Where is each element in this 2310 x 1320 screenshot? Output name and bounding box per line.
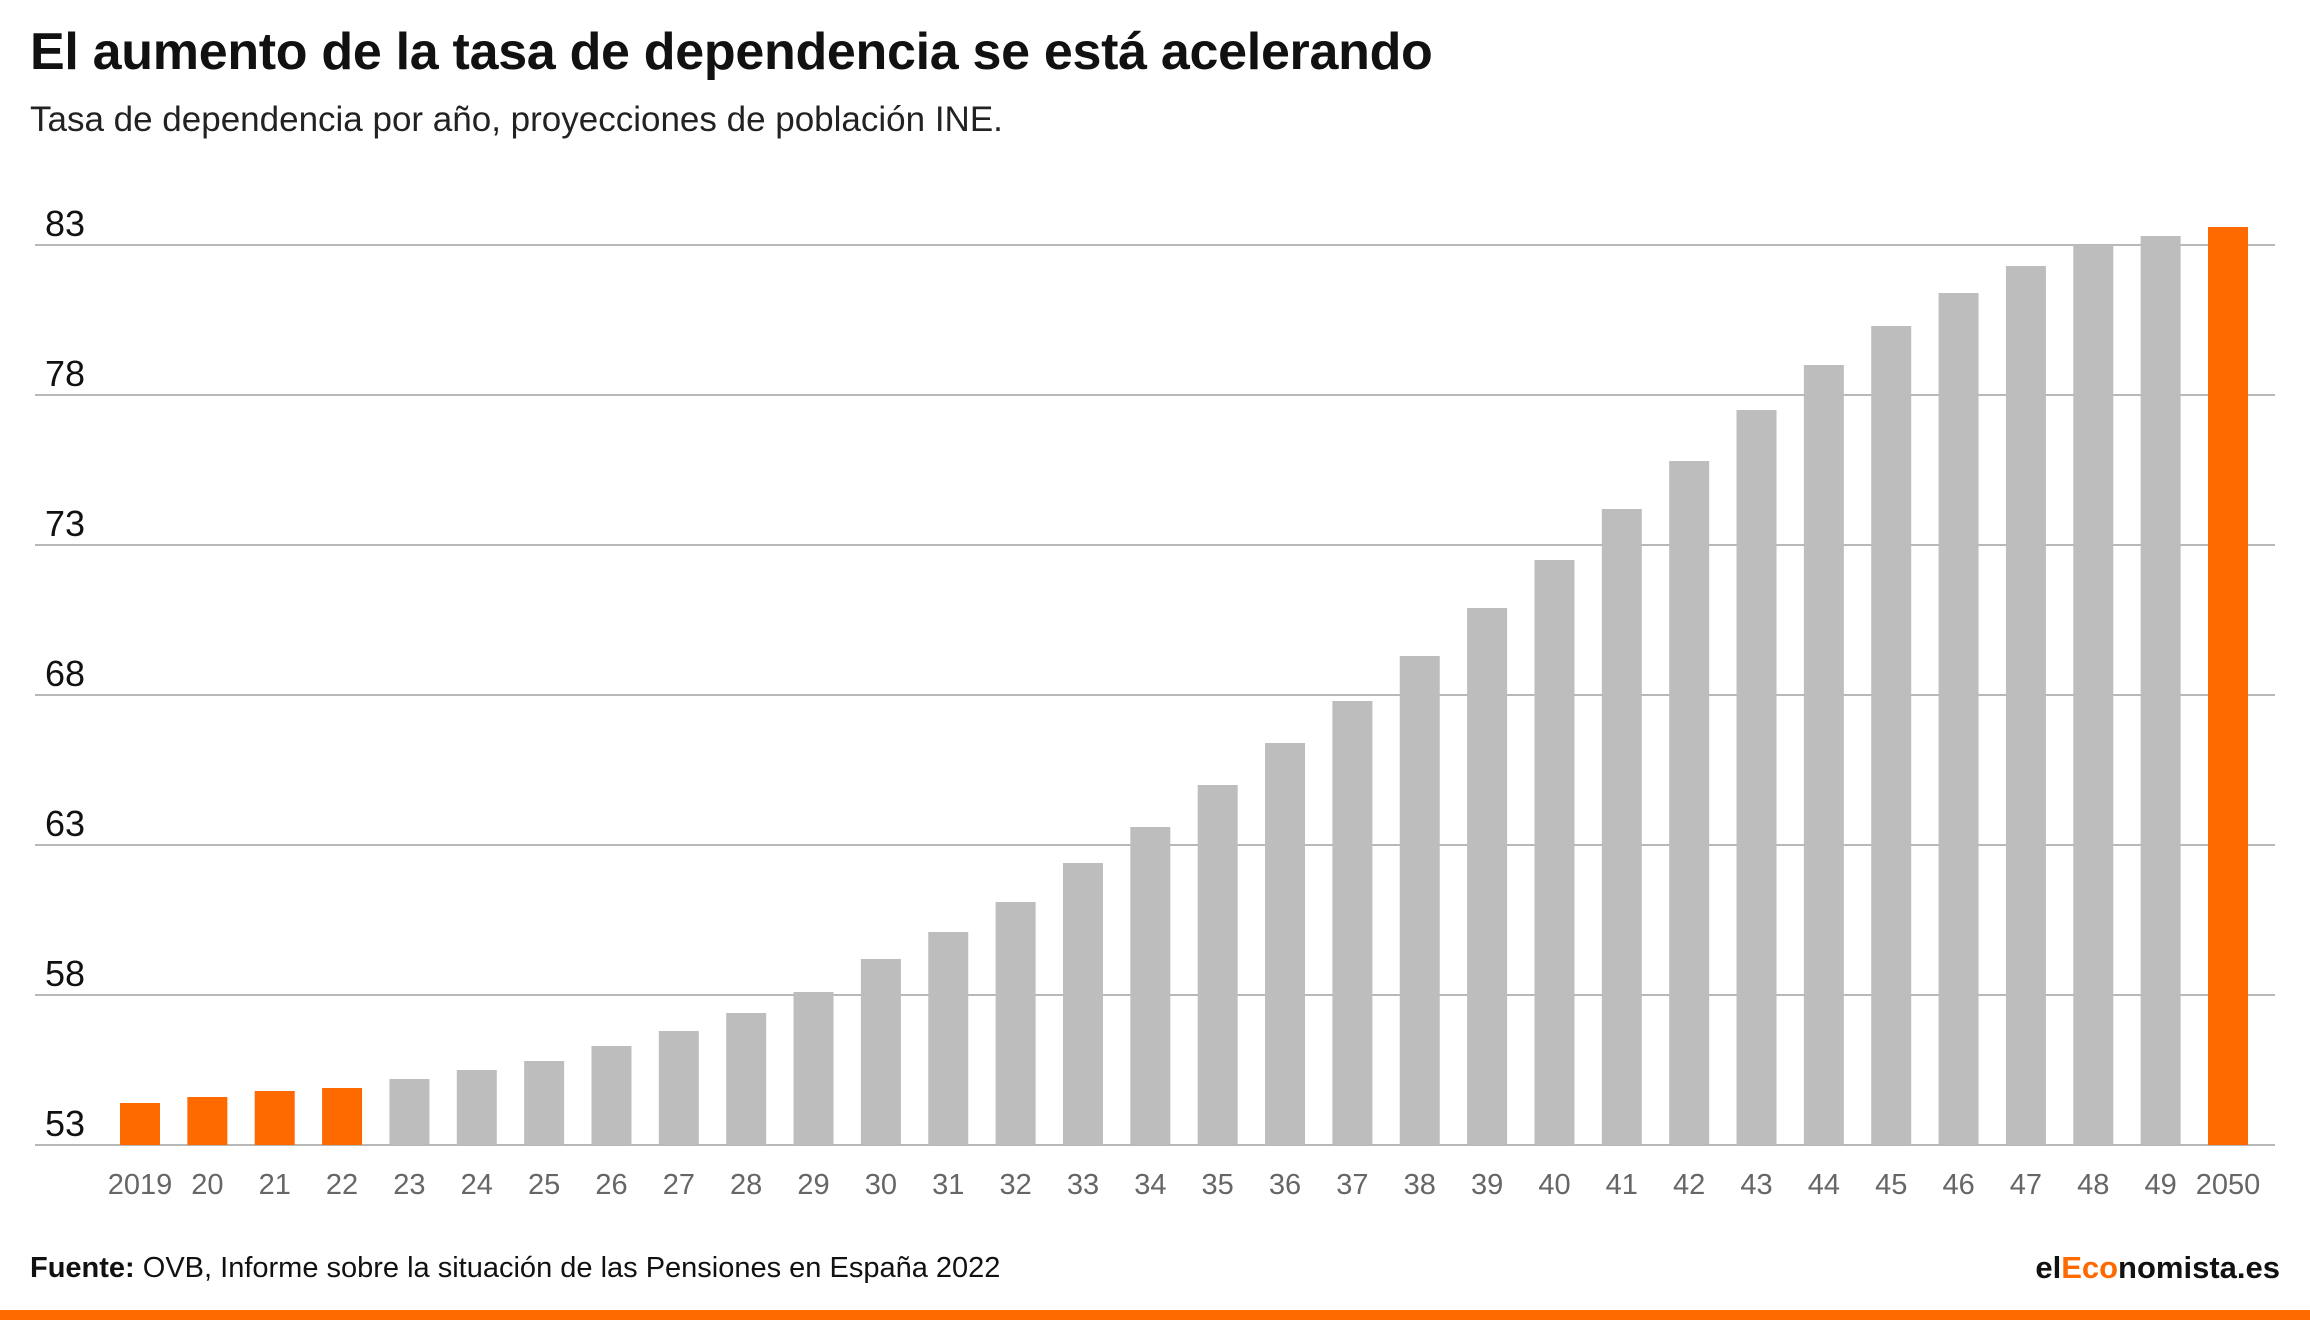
x-tick-label: 47: [2010, 1169, 2042, 1201]
y-tick-label: 63: [45, 803, 85, 844]
chart-subtitle: Tasa de dependencia por año, proyeccione…: [30, 100, 1003, 139]
x-tick-label: 29: [797, 1169, 829, 1201]
bar-33: [1062, 863, 1103, 1145]
bar-22: [322, 1088, 363, 1145]
bar-38: [1399, 656, 1440, 1145]
bar-36: [1265, 743, 1306, 1145]
bottom-accent-bar: [0, 1310, 2310, 1320]
x-tick-label: 35: [1202, 1169, 1234, 1201]
bar-23: [389, 1079, 430, 1145]
y-tick-label: 58: [45, 953, 85, 994]
x-tick-label: 34: [1134, 1169, 1166, 1201]
source-label: Fuente:: [30, 1252, 135, 1284]
bar-35: [1197, 785, 1238, 1145]
bar-28: [726, 1013, 767, 1145]
bar-20: [187, 1097, 228, 1145]
bar-30: [860, 959, 901, 1145]
x-tick-label: 27: [663, 1169, 695, 1201]
bar-49: [2140, 236, 2181, 1145]
x-tick-label: 2050: [2196, 1169, 2261, 1201]
x-tick-label: 36: [1269, 1169, 1301, 1201]
bar-43: [1736, 410, 1777, 1145]
y-tick-label: 53: [45, 1103, 85, 1144]
x-tick-label: 38: [1404, 1169, 1436, 1201]
y-axis-ticks: 53 58 63 68 73 78 83: [45, 203, 85, 1144]
x-tick-label: 46: [1942, 1169, 1974, 1201]
brand-suffix: nomista.es: [2118, 1250, 2280, 1285]
y-tick-label: 78: [45, 353, 85, 394]
bar-25: [524, 1061, 565, 1145]
x-tick-label: 49: [2145, 1169, 2177, 1201]
bar-chart: 53 58 63 68 73 78 83 2019 20 21 22 23 24 25 26 27 28 29 3…: [35, 203, 2275, 1201]
bar-24: [456, 1070, 497, 1145]
bar-21: [254, 1091, 295, 1145]
x-tick-label: 43: [1740, 1169, 1772, 1201]
x-tick-label: 39: [1471, 1169, 1503, 1201]
bar-41: [1601, 509, 1642, 1145]
bar-26: [591, 1046, 632, 1145]
x-tick-label: 48: [2077, 1169, 2109, 1201]
bar-47: [2005, 266, 2046, 1145]
x-tick-label: 45: [1875, 1169, 1907, 1201]
bar-2019: [120, 1103, 160, 1145]
brand-logo[interactable]: elEconomista.es: [2035, 1250, 2280, 1286]
source-note: Fuente: OVB, Informe sobre la situación …: [30, 1252, 1000, 1285]
x-tick-label: 40: [1538, 1169, 1570, 1201]
y-tick-label: 68: [45, 653, 85, 694]
bar-46: [1938, 293, 1979, 1145]
bar-40: [1534, 560, 1575, 1145]
x-tick-label: 31: [932, 1169, 964, 1201]
x-axis-ticks: 2019 20 21 22 23 24 25 26 27 28 29 30 31 32 33 34 35 36 37…: [108, 1169, 2261, 1201]
x-tick-label: 41: [1606, 1169, 1638, 1201]
bar-48: [2073, 245, 2114, 1145]
x-tick-label: 25: [528, 1169, 560, 1201]
bar-27: [658, 1031, 699, 1145]
bar-37: [1332, 701, 1373, 1145]
bar-32: [995, 902, 1036, 1145]
bar-34: [1130, 827, 1171, 1145]
bar-39: [1467, 608, 1508, 1145]
x-tick-label: 37: [1336, 1169, 1368, 1201]
x-tick-label: 44: [1808, 1169, 1840, 1201]
x-tick-label: 42: [1673, 1169, 1705, 1201]
x-tick-label: 26: [595, 1169, 627, 1201]
x-tick-label: 30: [865, 1169, 897, 1201]
x-tick-label: 24: [461, 1169, 493, 1201]
bar-42: [1669, 461, 1710, 1145]
x-tick-label: 32: [999, 1169, 1031, 1201]
bar-44: [1803, 365, 1844, 1145]
bar-29: [793, 992, 834, 1145]
brand-prefix: el: [2035, 1250, 2062, 1285]
bar-2050: [2208, 227, 2248, 1145]
y-tick-label: 73: [45, 503, 85, 544]
source-text: OVB, Informe sobre la situación de las P…: [142, 1252, 1001, 1284]
chart-title: El aumento de la tasa de dependencia se …: [30, 23, 1433, 81]
bars: [120, 227, 2248, 1145]
y-tick-label: 83: [45, 203, 85, 244]
x-tick-label: 2019: [108, 1169, 173, 1201]
x-tick-label: 28: [730, 1169, 762, 1201]
x-tick-label: 23: [393, 1169, 425, 1201]
bar-45: [1871, 326, 1912, 1145]
x-tick-label: 22: [326, 1169, 358, 1201]
x-tick-label: 33: [1067, 1169, 1099, 1201]
brand-accent: Eco: [2061, 1250, 2119, 1285]
x-tick-label: 21: [259, 1169, 291, 1201]
x-tick-label: 20: [191, 1169, 223, 1201]
bar-31: [928, 932, 969, 1145]
